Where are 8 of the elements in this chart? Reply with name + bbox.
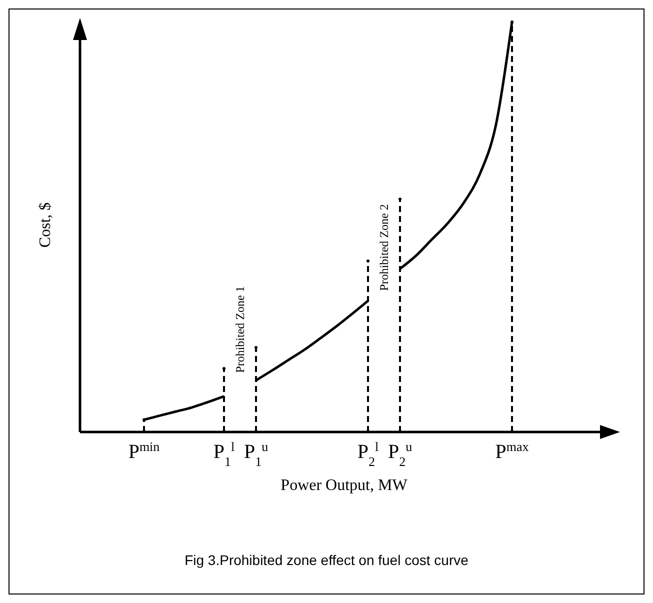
x-tick-label: P$^{min}$ [128, 438, 160, 463]
caption: Fig 3.Prohibited zone effect on fuel cost curve [184, 552, 469, 568]
y-axis-title: Cost, $ [37, 202, 54, 248]
point [366, 260, 370, 263]
x-axis-title: Power Output, MW [280, 477, 408, 494]
x-tick-label: P$^{max}$ [495, 438, 530, 463]
annotation: Prohibited Zone 2 [377, 204, 391, 291]
annotation: Prohibited Zone 1 [233, 286, 247, 373]
